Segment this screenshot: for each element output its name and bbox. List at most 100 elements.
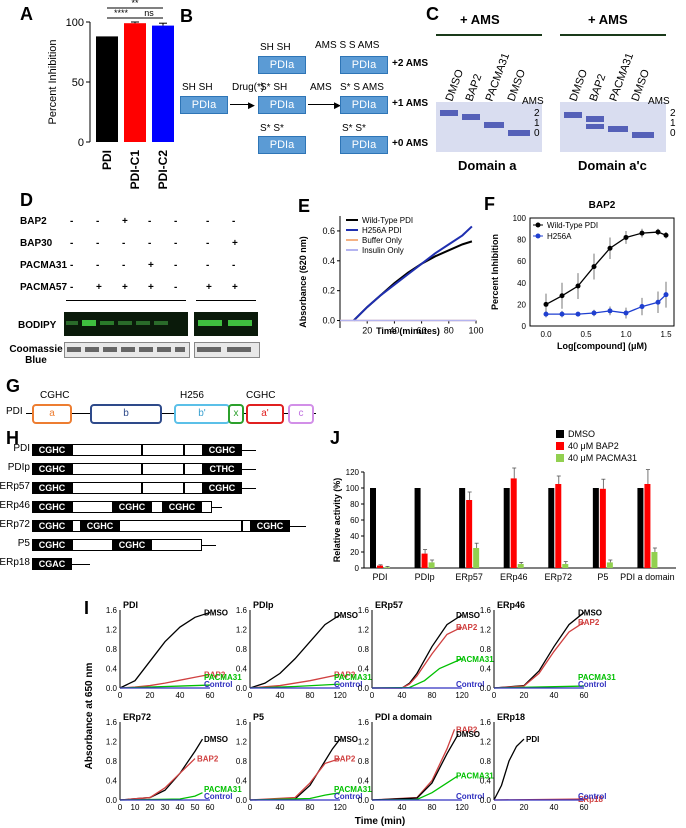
domain-box	[72, 463, 142, 475]
y-tick-label: 0.0	[480, 684, 492, 693]
row-label-bap30: BAP30	[20, 238, 53, 249]
backbone	[26, 413, 316, 414]
curve-label: DMSO	[456, 611, 480, 620]
treatment-mark: -	[174, 282, 178, 293]
catalytic-motif: CGHC	[32, 482, 72, 494]
catalytic-motif: CGHC	[32, 520, 72, 532]
y-tick-label: 0.4	[236, 665, 248, 674]
x-tick-label: ERp46	[500, 572, 528, 582]
y-axis-title: Relative activity (%)	[332, 478, 342, 563]
data-point	[575, 283, 581, 289]
curve-label: Control	[578, 792, 606, 801]
x-tick-label: PDI-C1	[128, 150, 142, 190]
curve-label: DMSO	[334, 735, 358, 744]
left-thiols: SH SH	[182, 82, 213, 93]
curve-label: BAP2	[197, 755, 219, 764]
curve-label: PACMA31	[456, 772, 494, 781]
bar	[606, 562, 613, 568]
x-tick-label: 120	[455, 691, 469, 700]
arrowhead-drug: ▶	[248, 100, 255, 110]
curve	[249, 757, 341, 801]
y-tick-label: 60	[350, 516, 359, 525]
x-axis-title: Time (min)	[355, 816, 405, 827]
x-tick-label: 0	[370, 803, 375, 812]
y-tick-label: 0	[522, 322, 527, 331]
y-tick-label: 1.6	[358, 606, 370, 615]
panel-g-domain-map: PDI CGHC H256 CGHC a b b' x a' c	[6, 388, 326, 428]
curve-label: BAP2	[456, 623, 478, 632]
y-tick-label: 0.4	[236, 777, 248, 786]
y-tick-label: 80	[517, 236, 526, 245]
caption-domain-a: Domain a	[458, 158, 517, 173]
panel-i-turbidity-curves: Absorbance at 650 nm Time (min) PDI 0.0 0.4 0…	[84, 600, 616, 827]
drug-text: Drug(*)	[232, 82, 265, 93]
panel-label-d: D	[20, 190, 33, 210]
domain-aprime: a'	[246, 404, 284, 424]
bar	[421, 553, 428, 568]
x-tick-label: 20	[520, 803, 529, 812]
legend-label: Insulin Only	[362, 246, 404, 255]
panel-d-gel: BAP2 BAP30 PACMA31 PACMA57 - - + - - - - - - - - - -…	[6, 214, 296, 376]
x-tick-label: 40	[276, 803, 285, 812]
y-tick-label: 0.0	[236, 684, 248, 693]
domain-box	[72, 482, 142, 494]
fit-line-1	[546, 294, 667, 315]
fit-line-0	[545, 231, 667, 305]
curve	[249, 614, 341, 689]
y-tick-label: 0	[355, 564, 360, 573]
treatment-mark: -	[96, 260, 100, 271]
subplot-title: P5	[253, 712, 264, 722]
treatment-mark: -	[206, 216, 210, 227]
x-tick-label: 0	[370, 691, 375, 700]
y-tick-label: 80	[350, 500, 359, 509]
treatment-mark: -	[174, 216, 178, 227]
curve	[119, 758, 196, 801]
curve-label: BAP2	[334, 670, 356, 679]
y-tick-label: 0.6	[322, 226, 335, 236]
panel-label-h: H	[6, 428, 19, 448]
y-tick-label: 0.8	[106, 645, 118, 654]
band	[564, 112, 582, 118]
x-tick-label: PDIp	[415, 572, 435, 582]
domain-b: b	[90, 404, 162, 424]
y-tick-label: 1.6	[236, 718, 248, 727]
x-tick-label: ERp57	[455, 572, 483, 582]
subplot-title: ERp57	[375, 600, 403, 610]
domain-bprime: b'	[174, 404, 230, 424]
protein-name: ERp57	[0, 481, 30, 492]
x-tick-label: 0	[118, 803, 123, 812]
y-tick-label: 1.6	[480, 606, 492, 615]
panel-label-c: C	[426, 4, 439, 24]
pdia-box-row1: PDIa	[258, 56, 306, 74]
pdia-box-row3-right: PDIa	[340, 136, 388, 154]
row-label-bap2: BAP2	[20, 216, 47, 227]
domain-x: x	[228, 404, 244, 424]
catalytic-motif: CGHC	[162, 501, 202, 513]
curve-label: ERp18	[578, 795, 603, 804]
x-tick-label: 0.0	[540, 330, 552, 339]
y-tick-label: 20	[350, 548, 359, 557]
panel-label-f: F	[484, 194, 495, 214]
x-tick-label: 120	[333, 803, 347, 812]
band	[586, 116, 604, 122]
ams-arrow-label: AMS	[310, 82, 332, 93]
treatment-mark: +	[122, 216, 128, 227]
panel-b-scheme: SH SH PDIa Drug(*) ▶ SH SH PDIa S* SH PD…	[180, 20, 430, 190]
header-line-right	[560, 34, 666, 36]
x-tick-label: 60	[417, 326, 427, 336]
x-tick-label: 60	[206, 803, 215, 812]
y-tick-label: 1.2	[236, 626, 248, 635]
y-tick-label: 0.4	[322, 256, 335, 266]
curve-label: BAP2	[456, 725, 478, 734]
y-tick-label: 0	[78, 137, 84, 149]
pdi-prefix: PDI	[6, 406, 23, 417]
x-tick-label: 20	[146, 803, 155, 812]
legend-label: 40 μM BAP2	[568, 441, 619, 451]
y-tick-label: 0.0	[236, 796, 248, 805]
x-axis-title: Log[compound] (μM)	[557, 341, 647, 351]
x-tick-label: 40	[176, 691, 185, 700]
row3-right-thiols: S* S*	[342, 123, 366, 134]
x-tick-label: 20	[520, 691, 529, 700]
curve-label: PACMA31	[204, 673, 242, 682]
x-tick-label: 1.0	[620, 330, 632, 339]
